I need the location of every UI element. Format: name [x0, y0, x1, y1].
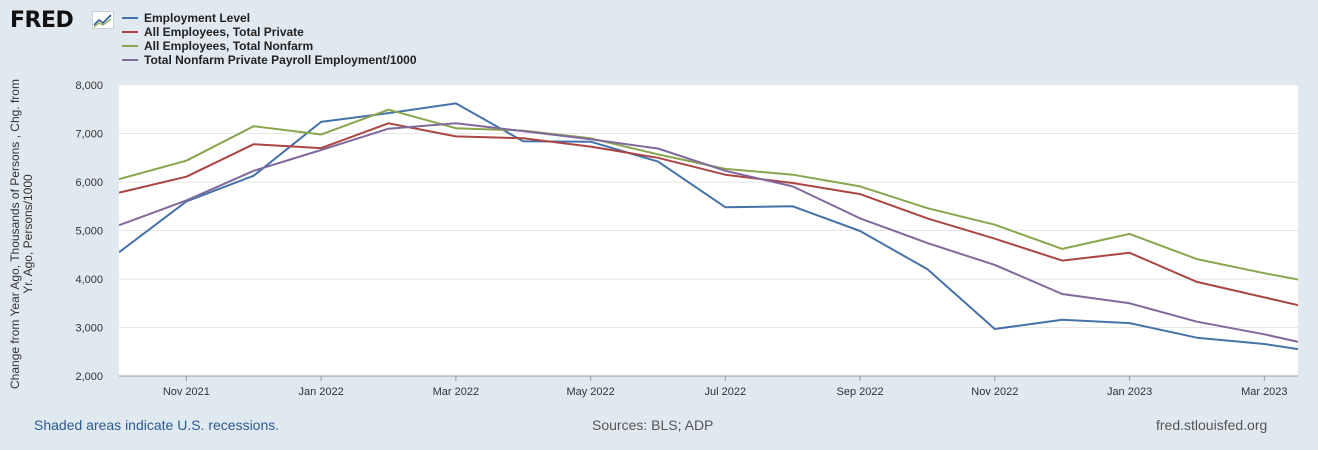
series-line — [119, 122, 1298, 343]
x-tick-label: Mar 2023 — [1241, 386, 1287, 398]
x-tick-label: Mar 2022 — [433, 386, 479, 398]
legend-label: Total Nonfarm Private Payroll Employment… — [144, 53, 417, 67]
y-tick-label: 2,000 — [75, 371, 103, 383]
legend-swatch — [122, 17, 138, 19]
y-tick-label: 7,000 — [75, 129, 103, 141]
x-tick-label: Jan 2023 — [1107, 386, 1152, 398]
y-axis-title: Change from Year Ago, Thousands of Perso… — [8, 79, 35, 389]
legend-item[interactable]: All Employees, Total Nonfarm — [122, 39, 417, 53]
legend-label: Employment Level — [144, 11, 251, 25]
x-tick-label: Nov 2021 — [163, 386, 210, 398]
y-tick-label: 8,000 — [75, 80, 103, 92]
x-tick-label: Nov 2022 — [971, 386, 1018, 398]
y-tick-label: 4,000 — [75, 274, 103, 286]
y-tick-label: 3,000 — [75, 323, 103, 335]
chart-legend: Employment Level All Employees, Total Pri… — [122, 11, 417, 67]
x-tick-label: Jul 2022 — [705, 386, 747, 398]
x-tick-label: Sep 2022 — [837, 386, 884, 398]
legend-item[interactable]: Total Nonfarm Private Payroll Employment… — [122, 53, 417, 67]
fred-logo[interactable]: FRED — [10, 8, 74, 33]
x-tick-label: May 2022 — [566, 386, 614, 398]
legend-item[interactable]: All Employees, Total Private — [122, 25, 417, 39]
legend-label: All Employees, Total Private — [144, 25, 304, 39]
y-tick-label: 6,000 — [75, 177, 103, 189]
series-line — [119, 102, 1298, 351]
series-line — [119, 122, 1298, 307]
recessions-note: Shaded areas indicate U.S. recessions. — [34, 417, 280, 433]
series-group — [119, 102, 1298, 351]
legend-swatch — [122, 45, 138, 47]
chart-line-icon — [92, 11, 114, 29]
site-link[interactable]: fred.stlouisfed.org — [1156, 417, 1268, 433]
legend-item[interactable]: Employment Level — [122, 11, 417, 25]
line-chart: 2,000 3,000 4,000 5,000 6,000 7,000 8,000 Nov 2… — [75, 80, 1298, 398]
y-tick-label: 5,000 — [75, 226, 103, 238]
legend-swatch — [122, 59, 138, 61]
legend-label: All Employees, Total Nonfarm — [144, 39, 314, 53]
x-tick-label: Jan 2022 — [298, 386, 343, 398]
sources-note: Sources: BLS; ADP — [592, 417, 714, 433]
legend-swatch — [122, 31, 138, 33]
series-line — [119, 108, 1298, 281]
